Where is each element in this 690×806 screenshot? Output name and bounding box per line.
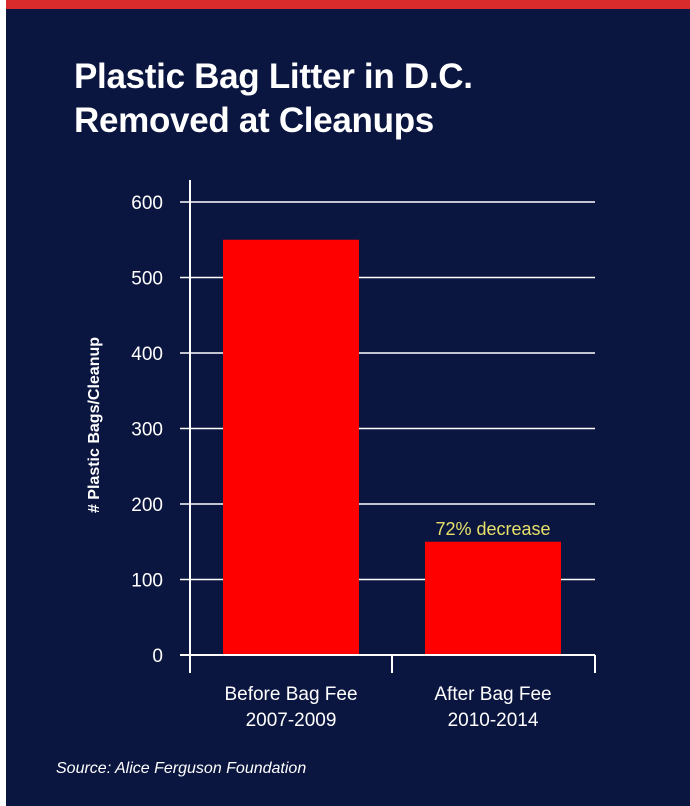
y-tick-label-600: 600 <box>131 193 163 214</box>
x-tick-label-1-line-1: 2010-2014 <box>448 710 539 731</box>
x-tick-label-0-line-0: Before Bag Fee <box>224 684 357 705</box>
bar-0 <box>223 239 359 655</box>
chart-title-line-1: Plastic Bag Litter in D.C. <box>74 57 473 96</box>
chart-title: Plastic Bag Litter in D.C. Removed at Cl… <box>74 55 634 143</box>
y-tick-label-200: 200 <box>131 495 163 516</box>
y-tick-label-100: 100 <box>131 571 163 592</box>
source-note: Source: Alice Ferguson Foundation <box>56 760 307 777</box>
x-tick-label-1-line-0: After Bag Fee <box>434 684 551 705</box>
y-tick-label-300: 300 <box>131 420 163 441</box>
y-tick-label-400: 400 <box>131 344 163 365</box>
bar-annotation-0: 72% decrease <box>435 519 550 539</box>
chart-title-line-2: Removed at Cleanups <box>74 101 434 140</box>
y-tick-label-0: 0 <box>152 646 163 667</box>
x-tick-label-0-line-1: 2007-2009 <box>246 710 337 731</box>
y-tick-label-500: 500 <box>131 269 163 290</box>
bar-1 <box>425 541 561 655</box>
